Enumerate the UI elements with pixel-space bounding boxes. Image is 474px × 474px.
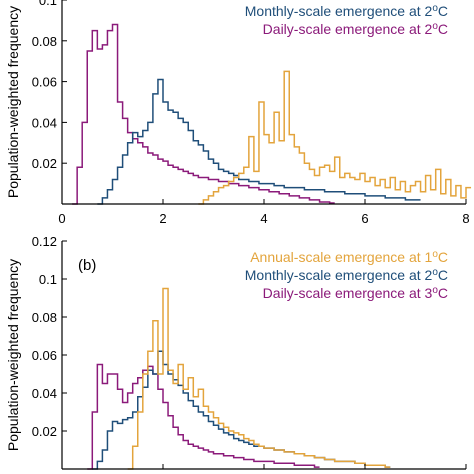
panel-b-ytick-label-2: 0.06	[32, 348, 57, 363]
panel-a-legend-2: Daily-scale emergence at 2oC	[263, 21, 448, 37]
panel-b-series-2	[92, 350, 391, 470]
panel-b-ytick-label-1: 0.04	[32, 386, 57, 401]
panel-a-ytick-label-1: 0.04	[32, 115, 57, 130]
panel-a-ytick-label-2: 0.06	[32, 75, 57, 90]
panel-b-ytick-label-0: 0.02	[32, 424, 57, 439]
panel-a-ytick-label-0: 0.02	[32, 156, 57, 171]
panel-a-legend-1: Monthly-scale emergence at 2oC	[245, 3, 448, 19]
panel-b-ylabel: Population-weighted frequency	[5, 259, 21, 451]
panel-b-legend-1: Annual-scale emergence at 1oC	[250, 249, 448, 265]
panel-a-series-1	[198, 70, 472, 205]
panel-a-xtick-label-0: 0	[58, 211, 65, 226]
panel-b-tag: (b)	[78, 257, 96, 274]
panel-b: Population-weighted frequency (b) Annual…	[5, 234, 467, 470]
panel-a-xtick-label-2: 4	[260, 211, 267, 226]
panel-a-xtick-label-3: 6	[361, 211, 368, 226]
panel-a-series-2	[97, 78, 421, 205]
panel-b-legend-2: Monthly-scale emergence at 2oC	[245, 267, 448, 283]
panel-a-ytick-label-4: 0.1	[39, 0, 57, 8]
panel-a-ytick-label-3: 0.08	[32, 34, 57, 49]
panel-a: Population-weighted frequency Monthly-sc…	[5, 0, 472, 226]
panel-b-ytick-label-3: 0.08	[32, 310, 57, 325]
panel-b-ytick-label-4: 0.1	[39, 272, 57, 287]
panel-b-legend-3: Daily-scale emergence at 3oC	[263, 285, 448, 301]
panel-a-xtick-label-4: 8	[462, 211, 469, 226]
panel-b-ytick-label-5: 0.12	[32, 234, 57, 249]
panel-b-series-1	[127, 287, 391, 470]
panel-a-ylabel: Population-weighted frequency	[5, 6, 21, 198]
panel-b-series-3	[87, 363, 320, 470]
panel-a-xtick-label-1: 2	[159, 211, 166, 226]
panel-a-series-3	[72, 23, 335, 205]
